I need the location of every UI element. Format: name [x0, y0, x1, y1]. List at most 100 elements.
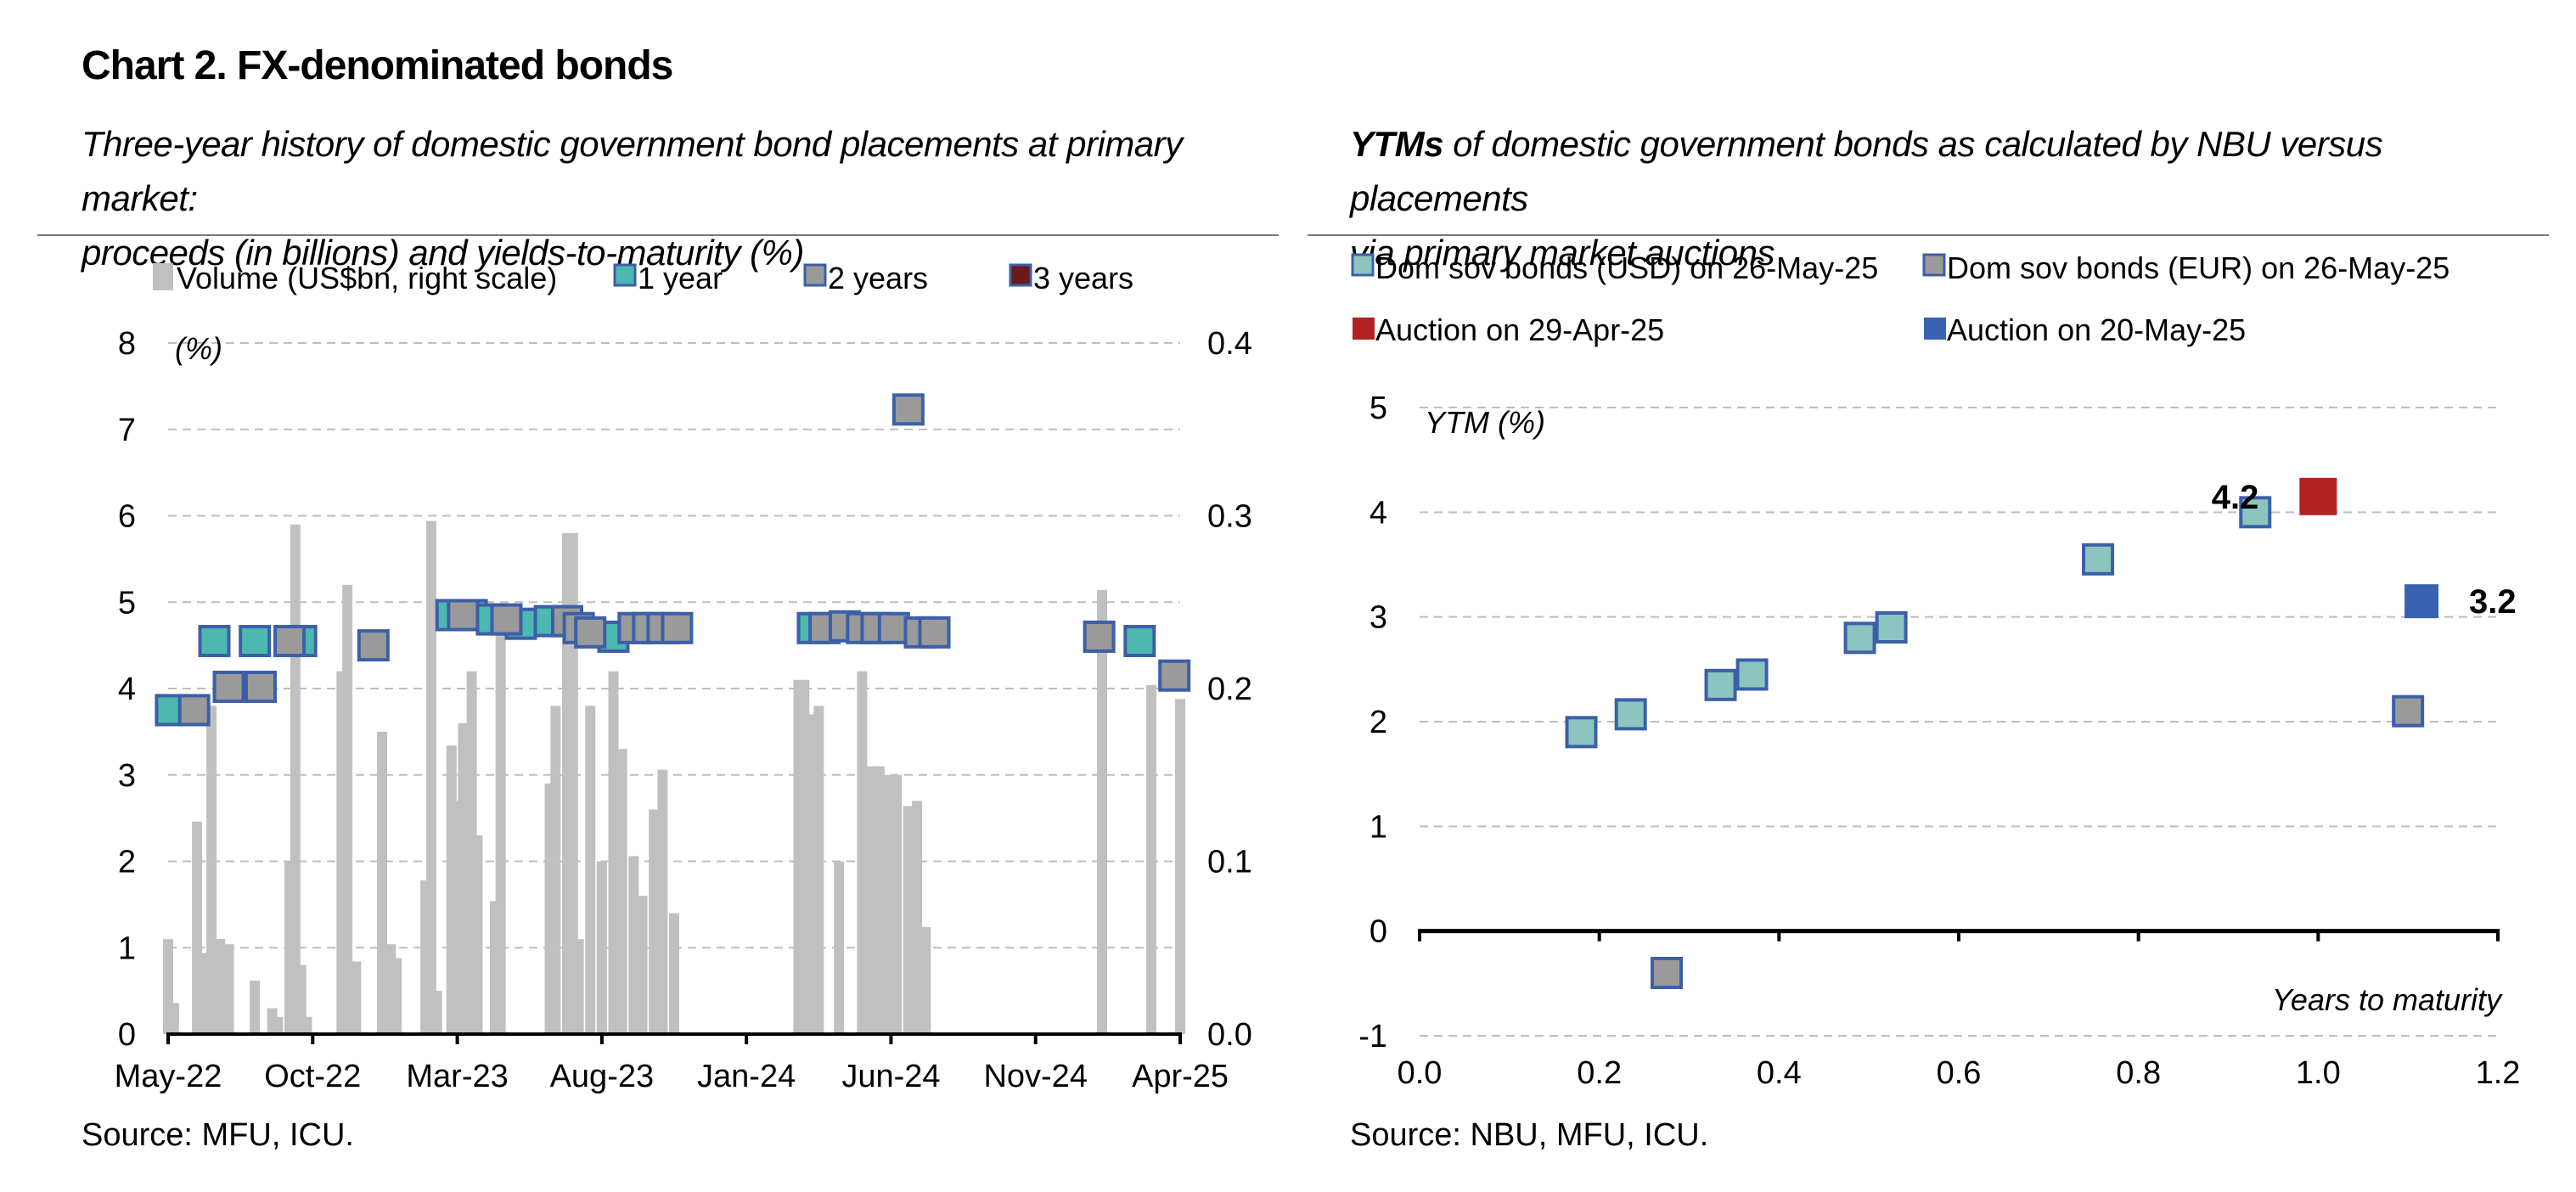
y-tick-label: 7	[118, 413, 136, 448]
yield-marker	[661, 611, 694, 644]
legend-auction-may-label: Auction on 20-May-25	[1947, 312, 2246, 347]
usd-bond-marker	[2082, 543, 2115, 576]
volume-bar	[912, 801, 923, 1034]
left-divider	[37, 234, 1279, 236]
volume-bar	[657, 769, 668, 1034]
left-panel-subtitle: Three-year history of domestic governmen…	[82, 117, 1270, 280]
auction-may-value-label: 3.2	[2469, 583, 2517, 621]
volume-bar	[168, 1003, 179, 1034]
yield-marker	[1083, 620, 1116, 653]
volume-bar	[834, 861, 845, 1034]
volume-bar	[250, 980, 261, 1034]
legend-2years-label: 2 years	[828, 261, 928, 295]
volume-bar	[891, 774, 903, 1034]
volume-bar	[425, 520, 436, 1034]
volume-bar	[495, 619, 506, 1034]
y-tick-label: 5	[1370, 391, 1387, 426]
yield-marker	[1158, 659, 1191, 692]
volume-bar	[342, 584, 353, 1034]
volume-bar	[883, 774, 894, 1034]
chart-title: Chart 2. FX-denominated bonds	[82, 43, 673, 88]
y-tick-label: 1	[118, 931, 136, 966]
volume-bar	[596, 861, 607, 1034]
legend-auction-may-swatch	[1924, 318, 1946, 340]
x-tick-label: Mar-23	[406, 1059, 508, 1094]
volume-bar	[391, 958, 402, 1034]
legend-2years-swatch	[803, 263, 827, 287]
y-tick-label: 2	[1370, 705, 1387, 740]
x-tick-label: 1.0	[2296, 1055, 2341, 1091]
y-tick-label: 6	[118, 499, 136, 535]
yield-marker	[239, 625, 272, 658]
left-source-note: Source: MFU, ICU.	[82, 1117, 354, 1153]
volume-bar	[377, 731, 388, 1034]
y-tick-label: 4	[1370, 495, 1387, 531]
yield-marker	[1123, 625, 1156, 658]
x-tick-label: 0.0	[1398, 1055, 1443, 1091]
legend-auction-apr-swatch	[1353, 318, 1375, 340]
volume-bar	[206, 706, 217, 1034]
y-tick-label: 2	[118, 845, 136, 880]
volume-bar	[550, 706, 561, 1034]
volume-bar	[813, 706, 824, 1034]
right-subtitle-line1: YTMs of domestic government bonds as cal…	[1350, 117, 2556, 226]
left-subtitle-line1: Three-year history of domestic governmen…	[82, 124, 1183, 218]
yield-marker	[891, 393, 925, 426]
legend-volume-swatch	[153, 263, 173, 290]
auction-may-marker	[2404, 584, 2439, 619]
usd-bond-marker	[1735, 658, 1769, 691]
volume-bar	[197, 953, 208, 1034]
legend-eur-swatch	[1922, 253, 1946, 277]
legend-volume-label: Volume (US$bn, right scale)	[177, 261, 557, 295]
right-subtitle-rest: of domestic government bonds as calculat…	[1350, 124, 2383, 218]
auction-apr-value-label: 4.2	[2212, 479, 2259, 516]
y-tick-label: 0	[1370, 914, 1387, 950]
x-tick-label: Nov-24	[983, 1059, 1088, 1094]
volume-bar	[223, 944, 234, 1034]
x-tick-label: Jan-24	[697, 1059, 796, 1094]
yield-marker	[490, 603, 523, 636]
yield-marker	[244, 670, 277, 703]
legend-3years-label: 3 years	[1033, 261, 1133, 295]
volume-bar	[458, 723, 469, 1034]
volume-bar	[857, 671, 868, 1034]
x-tick-label: 0.4	[1757, 1055, 1802, 1091]
right-legend: Dom sov bonds (USD) on 26-May-25 Dom sov…	[1351, 250, 2449, 347]
auction-apr-marker	[2299, 477, 2337, 515]
legend-3years-swatch	[1009, 263, 1032, 287]
volume-bar	[567, 532, 578, 1034]
usd-bond-marker	[1704, 668, 1737, 701]
yield-marker	[447, 599, 480, 632]
volume-bar	[608, 671, 619, 1034]
x-tick-label: Aug-23	[550, 1059, 655, 1094]
legend-usd-label: Dom sov bonds (USD) on 26-May-25	[1375, 250, 1878, 285]
right-x-axis-label: Years to maturity	[2272, 982, 2503, 1017]
y-tick-label: -1	[1358, 1019, 1387, 1054]
y2-tick-label: 0.1	[1207, 845, 1252, 880]
yield-marker	[918, 616, 951, 649]
x-tick-label: 1.2	[2476, 1055, 2521, 1091]
x-tick-label: 0.2	[1577, 1055, 1622, 1091]
y-tick-label: 5	[118, 585, 136, 621]
right-divider	[1308, 234, 2549, 236]
volume-bar	[431, 991, 442, 1034]
yield-marker	[177, 694, 211, 727]
right-panel-subtitle: YTMs of domestic government bonds as cal…	[1350, 117, 2556, 280]
volume-bar	[669, 913, 679, 1034]
yield-marker	[273, 625, 307, 658]
yield-marker	[198, 625, 231, 658]
volume-bar	[920, 926, 931, 1034]
left-legend: Volume (US$bn, right scale) 1 year 2 yea…	[153, 261, 1133, 295]
volume-bar	[799, 679, 810, 1034]
volume-bar	[649, 809, 660, 1034]
legend-1year-label: 1 year	[638, 261, 723, 295]
left-subtitle-line2: proceeds (in billions) and yields-to-mat…	[82, 233, 804, 273]
volume-bar	[1097, 590, 1108, 1034]
volume-bar	[351, 961, 362, 1034]
x-tick-label: May-22	[115, 1059, 222, 1094]
volume-bar	[616, 749, 627, 1034]
volume-bar	[585, 706, 596, 1034]
usd-bond-marker	[2239, 496, 2272, 529]
x-tick-label: Oct-22	[264, 1059, 361, 1094]
y2-tick-label: 0.0	[1207, 1017, 1252, 1053]
